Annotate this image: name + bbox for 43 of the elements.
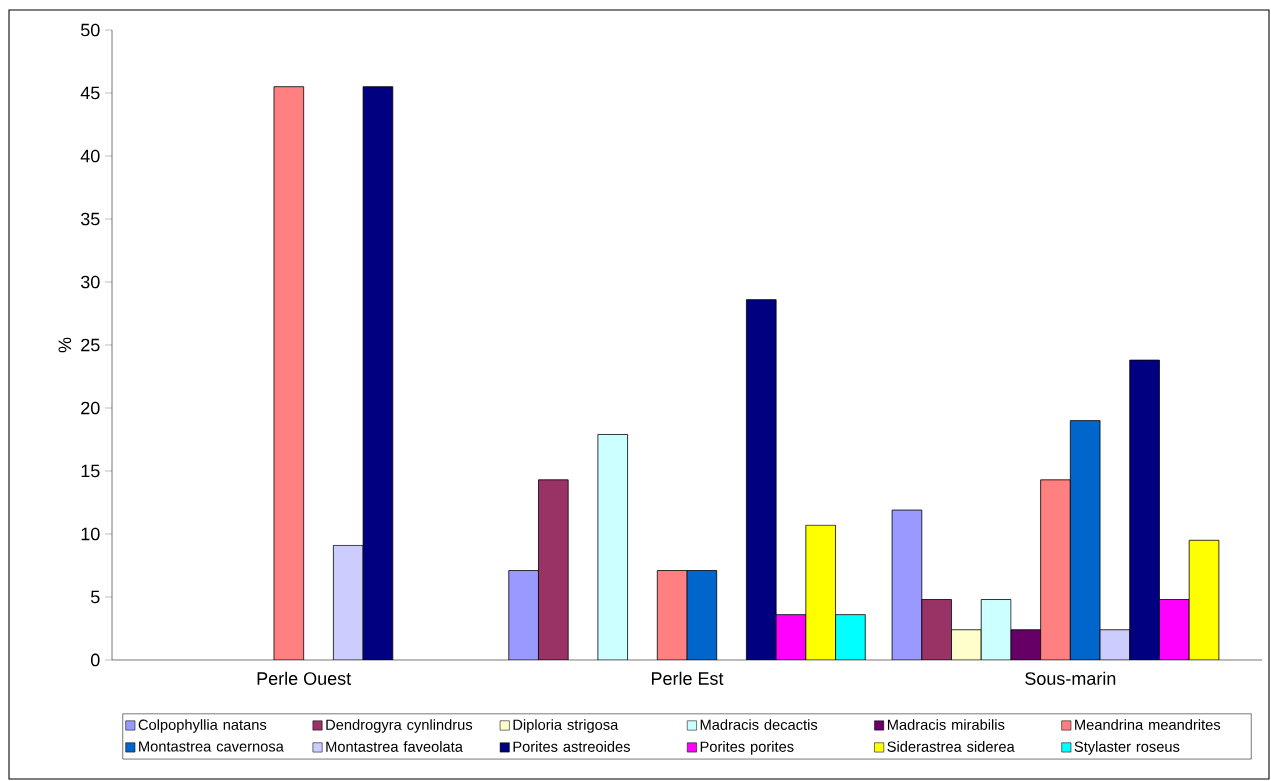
y-tick-label: 50 bbox=[80, 23, 100, 37]
legend-label: Siderastrea siderea bbox=[887, 741, 1015, 752]
y-tick-label: 40 bbox=[80, 149, 100, 163]
legend-label: Dendrogyra cynlindrus bbox=[326, 719, 473, 733]
y-tick-label: 30 bbox=[80, 275, 100, 289]
y-tick-label: 10 bbox=[81, 527, 100, 541]
bar bbox=[1188, 539, 1220, 660]
bar bbox=[538, 479, 569, 660]
x-tick-label: Sous-marin bbox=[1025, 671, 1116, 685]
y-tick-label: 20 bbox=[81, 401, 100, 415]
legend-label: Madracis decactis bbox=[700, 719, 818, 730]
x-tick-label: Perle Ouest bbox=[257, 671, 352, 685]
legend-label: Montastrea faveolata bbox=[326, 741, 463, 752]
bar bbox=[746, 299, 777, 660]
legend-label: Porites porites bbox=[700, 741, 794, 755]
bar bbox=[921, 599, 952, 660]
legend-label: Colpophyllia natans bbox=[138, 719, 267, 733]
bar bbox=[805, 524, 836, 660]
bar bbox=[362, 86, 394, 660]
legend-label: Porites astreoides bbox=[513, 741, 630, 752]
y-tick-label: 15 bbox=[81, 464, 100, 478]
legend-label: Stylaster roseus bbox=[1074, 741, 1180, 755]
bar bbox=[273, 86, 305, 660]
legend-label: Madracis mirabilis bbox=[887, 719, 1005, 730]
legend-label: Montastrea cavernosa bbox=[139, 741, 284, 752]
y-tick-label: 35 bbox=[80, 212, 100, 226]
bar bbox=[1069, 420, 1101, 660]
y-tick-label: 45 bbox=[80, 86, 100, 100]
bar bbox=[508, 570, 539, 660]
y-axis-title: % bbox=[58, 337, 72, 353]
bar bbox=[332, 544, 364, 660]
y-tick-label: 25 bbox=[81, 338, 100, 352]
x-tick-label: Perle Est bbox=[651, 671, 724, 685]
y-tick-label: 0 bbox=[91, 653, 100, 667]
bar bbox=[686, 570, 718, 660]
legend-label: Diploria strigosa bbox=[513, 719, 619, 733]
bar bbox=[1129, 359, 1160, 660]
bar bbox=[1099, 629, 1131, 660]
bar bbox=[1040, 479, 1071, 660]
legend-label: Meandrina meandrites bbox=[1075, 719, 1221, 730]
bar bbox=[891, 509, 923, 660]
y-tick-label: 5 bbox=[91, 590, 100, 604]
bar bbox=[656, 570, 688, 660]
